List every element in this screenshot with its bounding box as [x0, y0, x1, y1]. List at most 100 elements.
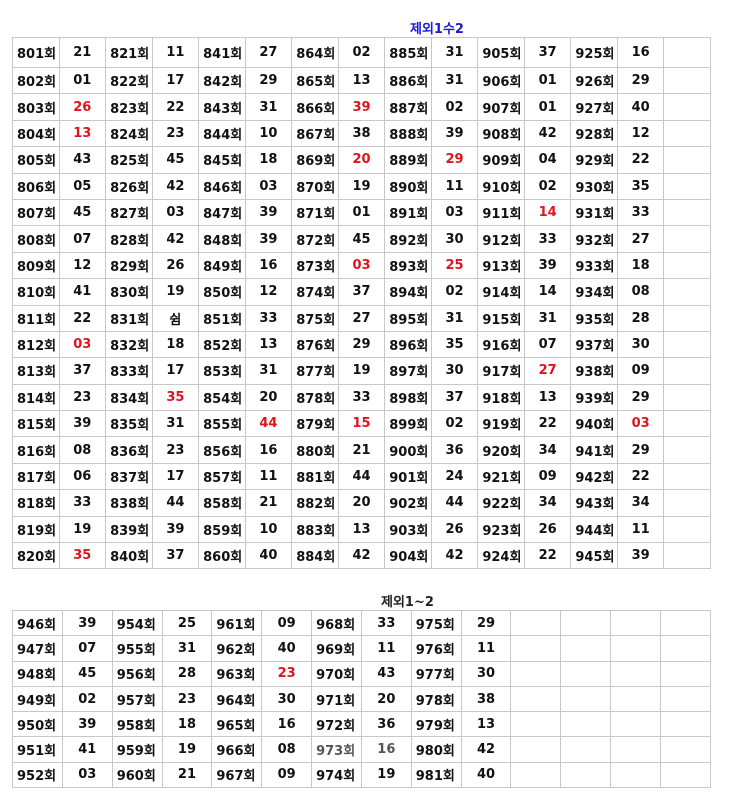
- round-label: 810회: [12, 278, 60, 306]
- round-label: 948회: [12, 660, 63, 687]
- round-label: 976회: [410, 635, 462, 662]
- number-value: 22: [58, 304, 107, 332]
- round-label: 856회: [198, 436, 246, 464]
- number-value: 42: [151, 225, 200, 253]
- number-value: 29: [616, 383, 665, 412]
- table-row: 809회 12 829회 26 849회 16 873회 03 893회 25 913회 39 933회…: [12, 251, 711, 280]
- round-label: 943회: [570, 489, 618, 517]
- table-row: 814회 23 834회 35 854회 20 878회 33 898회 37 918회 13 939회…: [12, 383, 711, 412]
- number-value: 40: [616, 93, 665, 121]
- number-value: 30: [430, 225, 479, 253]
- number-value: 12: [616, 119, 665, 148]
- number-value: 02: [430, 93, 479, 121]
- number-value: 05: [58, 172, 107, 200]
- table-row: 949회 02 957회 23 964회 30 971회 20 978회 38: [12, 685, 712, 713]
- number-value: 33: [360, 609, 412, 637]
- round-label: 823회: [105, 93, 153, 121]
- number-value: 22: [616, 146, 665, 174]
- table-row: 815회 39 835회 31 855회 44 879회 15 899회 02 919회 22 940회…: [12, 410, 711, 438]
- round-label: 875회: [291, 304, 339, 332]
- empty-cell: [663, 251, 711, 280]
- round-label: 838회: [105, 489, 153, 517]
- table-row: 803회 26 823회 22 843회 31 866회 39 887회 02 907회 01 927회…: [12, 93, 711, 121]
- number-value: 21: [244, 489, 293, 517]
- number-value: 27: [337, 304, 386, 332]
- number-value: 42: [460, 736, 512, 763]
- number-value: 40: [460, 761, 512, 789]
- table-row: 820회 35 840회 37 860회 40 884회 42 904회 42 924회 22 945회…: [12, 542, 711, 570]
- round-label: 971회: [311, 685, 362, 713]
- number-value: 20: [244, 383, 293, 412]
- number-value: 25: [430, 251, 479, 280]
- number-value: 34: [523, 436, 572, 464]
- round-label: 938회: [570, 357, 618, 385]
- number-value: 19: [337, 172, 386, 200]
- number-value: 04: [523, 146, 572, 174]
- table-row: 810회 41 830회 19 850회 12 874회 37 894회 02 914회 14 934회…: [12, 278, 711, 306]
- number-value: 01: [523, 93, 572, 121]
- round-label: 957회: [111, 685, 163, 713]
- number-value: 쉼: [151, 304, 200, 332]
- number-value: 31: [430, 37, 479, 68]
- empty-cell: [663, 542, 711, 570]
- round-label: 949회: [12, 685, 63, 713]
- number-value: 10: [244, 515, 293, 544]
- number-value: 03: [151, 198, 200, 227]
- round-label: 940회: [570, 410, 618, 438]
- round-label: 914회: [477, 278, 525, 306]
- round-label: 941회: [570, 436, 618, 464]
- round-label: 815회: [12, 410, 60, 438]
- round-label: 966회: [211, 736, 263, 763]
- number-value: 19: [151, 278, 200, 306]
- round-label: 954회: [111, 609, 163, 637]
- number-value: 39: [616, 542, 665, 570]
- number-value: 26: [58, 93, 107, 121]
- table-row: 811회 22 831회 쉼 851회 33 875회 27 895회 31 915회 31 935회 2…: [12, 304, 711, 332]
- empty-cell: [659, 685, 712, 713]
- empty-cell: [510, 685, 562, 713]
- round-label: 828회: [105, 225, 153, 253]
- round-label: 968회: [311, 609, 362, 637]
- round-label: 873회: [291, 251, 339, 280]
- table-row: 806회 05 826회 42 846회 03 870회 19 890회 11 910회 02 930회…: [12, 172, 711, 200]
- number-value: 16: [244, 251, 293, 280]
- round-label: 824회: [105, 119, 153, 148]
- round-label: 951회: [12, 736, 63, 763]
- number-value: 08: [261, 736, 313, 763]
- round-label: 858회: [198, 489, 246, 517]
- round-label: 930회: [570, 172, 618, 200]
- round-label: 884회: [291, 542, 339, 570]
- table-row: 812회 03 832회 18 852회 13 876회 29 896회 35 916회 07 937회…: [12, 330, 711, 359]
- round-label: 972회: [311, 711, 362, 738]
- table-row: 947회 07 955회 31 962회 40 969회 11 976회 11: [12, 635, 712, 662]
- number-value: 26: [151, 251, 200, 280]
- round-label: 821회: [105, 37, 153, 68]
- number-value: 20: [360, 685, 412, 713]
- empty-cell: [560, 609, 612, 637]
- number-value: 02: [337, 37, 386, 68]
- empty-cell: [610, 736, 661, 763]
- draw-table-801-945: 801회 21 821회 11 841회 27 864회 02 885회 31 905회 37 925회…: [12, 37, 711, 570]
- table-row: 801회 21 821회 11 841회 27 864회 02 885회 31 905회 37 925회…: [12, 37, 711, 68]
- empty-cell: [510, 736, 562, 763]
- round-label: 844회: [198, 119, 246, 148]
- empty-cell: [659, 761, 712, 789]
- round-label: 981회: [410, 761, 462, 789]
- round-label: 841회: [198, 37, 246, 68]
- number-value: 38: [460, 685, 512, 713]
- round-label: 847회: [198, 198, 246, 227]
- number-value: 13: [337, 515, 386, 544]
- round-label: 817회: [12, 462, 60, 491]
- round-label: 865회: [291, 66, 339, 95]
- round-label: 839회: [105, 515, 153, 544]
- round-label: 891회: [384, 198, 432, 227]
- number-value: 16: [616, 37, 665, 68]
- number-value: 21: [161, 761, 213, 789]
- round-label: 963회: [211, 660, 263, 687]
- number-value: 10: [244, 119, 293, 148]
- round-label: 894회: [384, 278, 432, 306]
- round-label: 885회: [384, 37, 432, 68]
- number-value: 17: [151, 357, 200, 385]
- round-label: 811회: [12, 304, 60, 332]
- round-label: 889회: [384, 146, 432, 174]
